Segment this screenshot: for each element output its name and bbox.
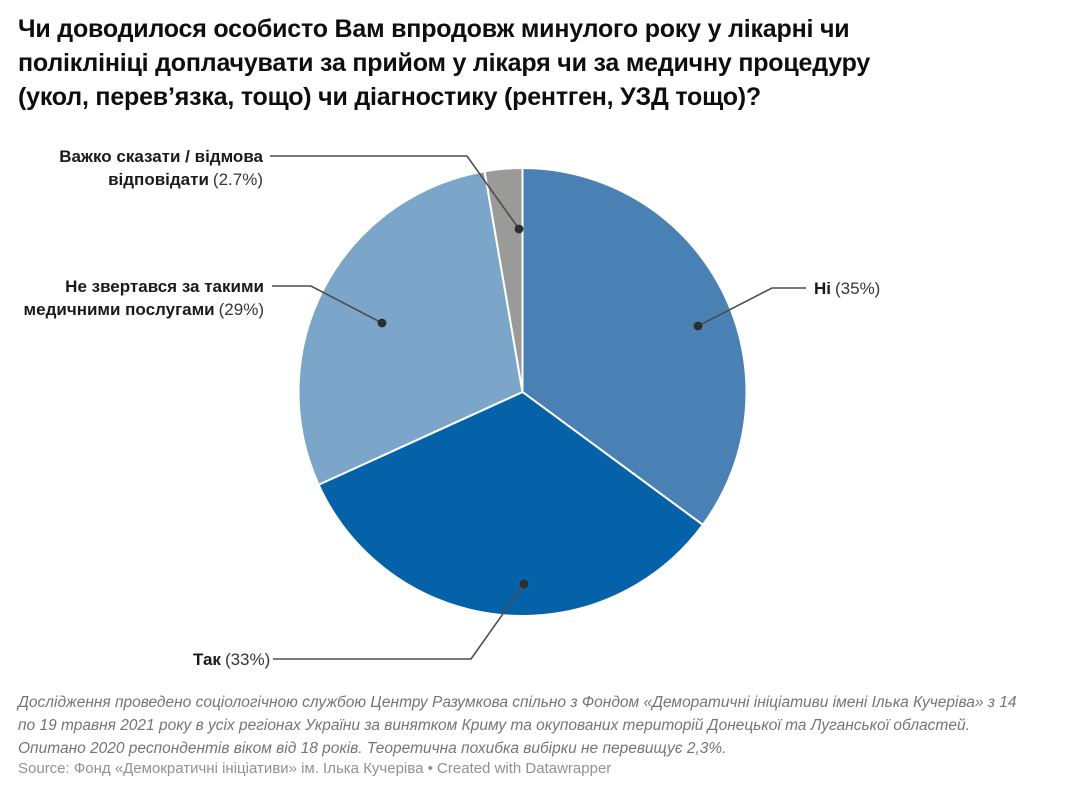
slice-label: Не звертався за такими медичними послуга…: [23, 277, 264, 319]
pie-slice-tak[interactable]: [317, 391, 704, 617]
source-label: Source:: [18, 760, 70, 777]
datawrapper-credit-link[interactable]: Created with Datawrapper: [437, 760, 612, 777]
methodology-note: Дослідження проведено соціологічною служ…: [18, 694, 1017, 757]
slice-callout-ni: Ні (35%): [814, 277, 880, 300]
slice-callout-ne-zvertavsia: Не звертався за такими медичними послуга…: [14, 275, 264, 321]
source-line: Source: Фонд «Демократичні ініціативи» і…: [18, 759, 1068, 779]
pie-slice-ne_zvertavsia[interactable]: [297, 170, 524, 486]
leader-line-ni: [697, 287, 806, 327]
leader-line-vazhko: [270, 155, 520, 230]
chart-title: Чи доводилося особисто Вам впродовж мину…: [18, 15, 871, 111]
leader-dot-ne: [377, 318, 387, 328]
slice-callout-vazhko-skazaty: Важко сказати / відмова відповідати (2.7%…: [23, 145, 263, 191]
source-separator: •: [427, 760, 433, 777]
pie-slice-vazhko[interactable]: [483, 166, 524, 393]
slice-value: (2.7%): [212, 170, 263, 189]
slice-label: Так: [193, 650, 221, 669]
slice-callout-tak: Так (33%): [193, 648, 270, 671]
pie-slice-ni[interactable]: [521, 167, 748, 526]
leader-dot-vazhko: [514, 224, 524, 234]
slice-label: Важко сказати / відмова відповідати: [59, 147, 263, 189]
slice-value: (33%): [224, 650, 271, 669]
slice-label: Ні: [814, 279, 831, 298]
leader-line-ne: [272, 285, 383, 324]
leader-dot-tak: [519, 579, 529, 589]
source-name: Фонд «Демократичні ініціативи» ім. Ілька…: [73, 760, 424, 777]
slice-value: (29%): [218, 300, 264, 319]
leader-dot-ni: [693, 321, 703, 331]
slice-value: (35%): [835, 279, 881, 298]
leader-line-tak: [273, 583, 525, 660]
